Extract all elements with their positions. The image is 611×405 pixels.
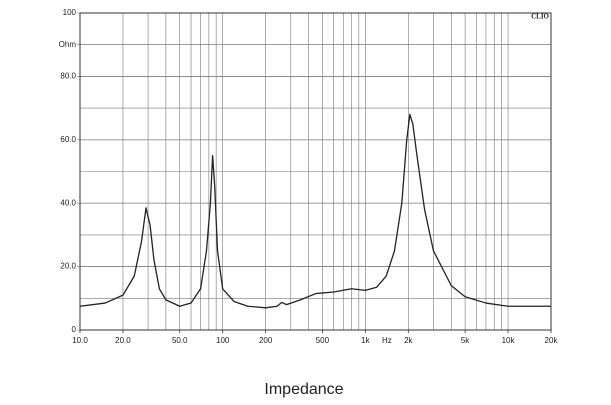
x-tick-label: 10.0 [72,336,88,345]
x-tick-label: 2k [404,336,413,345]
x-tick-label: 20k [545,336,559,345]
y-tick-label: 40.0 [60,198,76,207]
x-tick-label: 5k [461,336,470,345]
x-tick-label: 200 [259,336,273,345]
plot-frame [79,12,552,331]
y-tick-label: Ohm [59,40,77,49]
x-tick-label: 50.0 [172,336,188,345]
x-tick-label: 1k [361,336,370,345]
x-tick-label: 10k [502,336,516,345]
y-tick-label: 60.0 [60,135,76,144]
x-tick-label: 500 [316,336,330,345]
x-tick-label: 100 [216,336,230,345]
y-tick-label: 20.0 [60,262,76,271]
x-axis-label: Hz [382,336,392,345]
y-tick-label: 0 [72,325,77,334]
y-tick-label: 100 [63,8,77,17]
brand: CLIO [531,13,549,21]
chart-title: Impedance [264,381,343,398]
y-tick-label: 80.0 [60,72,76,81]
impedance-curve [79,113,551,309]
x-tick-label: 20.0 [115,336,131,345]
